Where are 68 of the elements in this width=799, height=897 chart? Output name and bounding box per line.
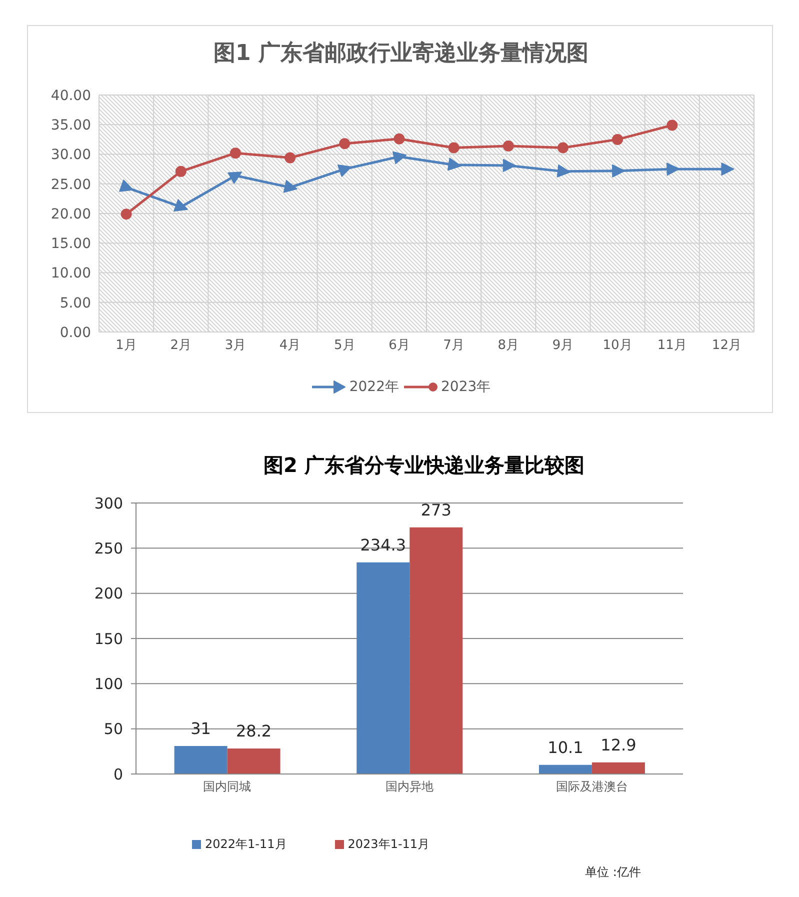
x-tick-label: 1月 (116, 338, 137, 354)
bar (174, 746, 228, 774)
point (392, 151, 407, 164)
point (175, 166, 186, 177)
point (119, 180, 134, 192)
x-tick-label: 10月 (602, 338, 632, 354)
point (447, 158, 462, 171)
y-tick-label: 20.00 (50, 206, 91, 222)
y-tick-label: 25.00 (50, 176, 91, 193)
point (556, 164, 570, 178)
bar (410, 527, 463, 774)
bar (356, 562, 410, 774)
point (174, 199, 188, 212)
legend-label: 2023年 (441, 378, 491, 396)
point (284, 152, 296, 164)
point (448, 142, 460, 154)
bar (227, 748, 280, 774)
y-tick-label: 0 (113, 765, 123, 784)
x-tick-label: 国内异地 (386, 780, 434, 794)
bar (538, 764, 592, 774)
x-tick-label: 6月 (388, 338, 410, 354)
legend-label: 2023年1-11月 (348, 836, 430, 853)
point (339, 138, 350, 150)
x-tick-label: 国内同城 (203, 780, 252, 794)
point (283, 180, 298, 193)
chart-title: 图2 广东省分专业快递业务量比较图 (262, 452, 586, 479)
point (612, 164, 626, 178)
y-tick-label: 15.00 (50, 236, 91, 252)
x-tick-label: 5月 (334, 338, 356, 354)
x-tick-label: 2月 (170, 338, 192, 354)
x-tick-label: 8月 (498, 338, 520, 354)
x-tick-label: 3月 (224, 338, 246, 354)
y-tick-label: 250 (94, 539, 123, 558)
data-label: 12.9 (600, 735, 636, 754)
point (666, 162, 680, 176)
point (120, 208, 132, 220)
text: 单位 :亿件 (585, 864, 641, 881)
y-tick-label: 200 (94, 584, 123, 603)
point (502, 140, 514, 152)
x-tick-label: 9月 (552, 338, 574, 354)
legend-label: 2022年 (349, 378, 399, 396)
x-tick-label: 7月 (443, 338, 464, 354)
x-tick-label: 11月 (657, 338, 687, 354)
y-tick-label: 35.00 (50, 118, 91, 134)
point (230, 148, 241, 159)
bar (592, 762, 645, 774)
legend-label: 2022年1-11月 (205, 836, 287, 853)
point (721, 162, 734, 176)
y-tick-label: 50 (104, 720, 123, 738)
point (612, 134, 624, 145)
y-tick-label: 150 (94, 630, 123, 648)
point (666, 120, 678, 131)
x-tick-label: 12月 (712, 338, 742, 354)
point (502, 158, 516, 172)
y-tick-label: 100 (94, 674, 123, 693)
x-tick-label: 国际及港澳台 (556, 780, 628, 794)
y-tick-label: 0.00 (60, 324, 91, 341)
y-tick-label: 10.00 (50, 266, 91, 282)
y-tick-label: 300 (94, 494, 123, 512)
y-tick-label: 5.00 (60, 295, 91, 312)
x-tick-label: 4月 (279, 338, 301, 354)
y-tick-label: 40.00 (50, 88, 91, 104)
point (557, 142, 568, 154)
y-tick-label: 30.00 (50, 147, 91, 164)
data-label: 273 (420, 500, 452, 520)
chart-title: 图1 广东省邮政行业寄递业务量情况图 (212, 40, 590, 68)
data-label: 10.1 (548, 738, 584, 757)
point (394, 133, 405, 144)
